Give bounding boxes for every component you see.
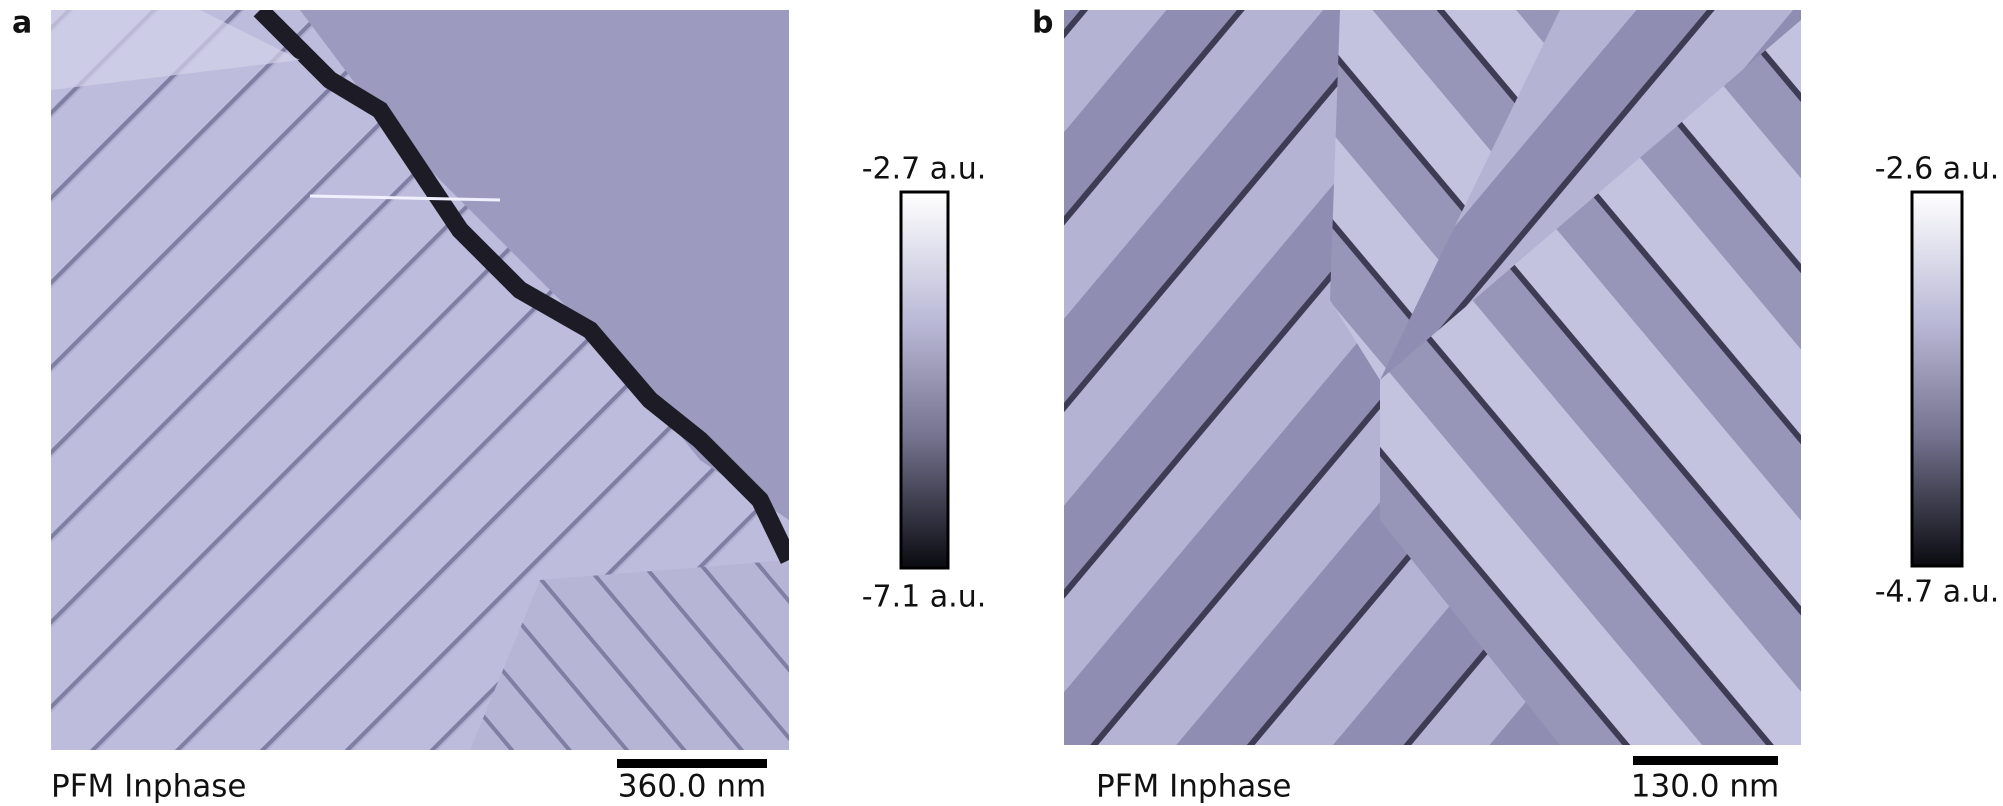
caption: PFM Inphase [1096,769,1291,805]
pfm-image [51,10,789,750]
figure: a -2.7 a.u. -7.1 a.u. PFM Inphase 360.0 … [0,0,2003,806]
scale-bar-label: 130.0 nm [1631,769,1779,805]
colorbar-max: -2.7 a.u. [862,152,987,187]
colorbar-min: -4.7 a.u. [1875,575,2000,610]
scale-bar-label: 360.0 nm [618,769,766,805]
colorbar-min: -7.1 a.u. [862,580,987,615]
pfm-image [1064,10,1801,745]
colorbar-max: -2.6 a.u. [1875,152,2000,187]
panel-label: b [1032,6,1053,41]
colorbar [1912,192,1962,566]
panel-label: a [12,6,32,41]
scale-bar [617,759,767,768]
scale-bar [1633,756,1778,765]
page: {"panels": [ {"label": "a", "caption": "… [0,0,2003,806]
caption: PFM Inphase [51,769,246,805]
colorbar [901,192,948,568]
